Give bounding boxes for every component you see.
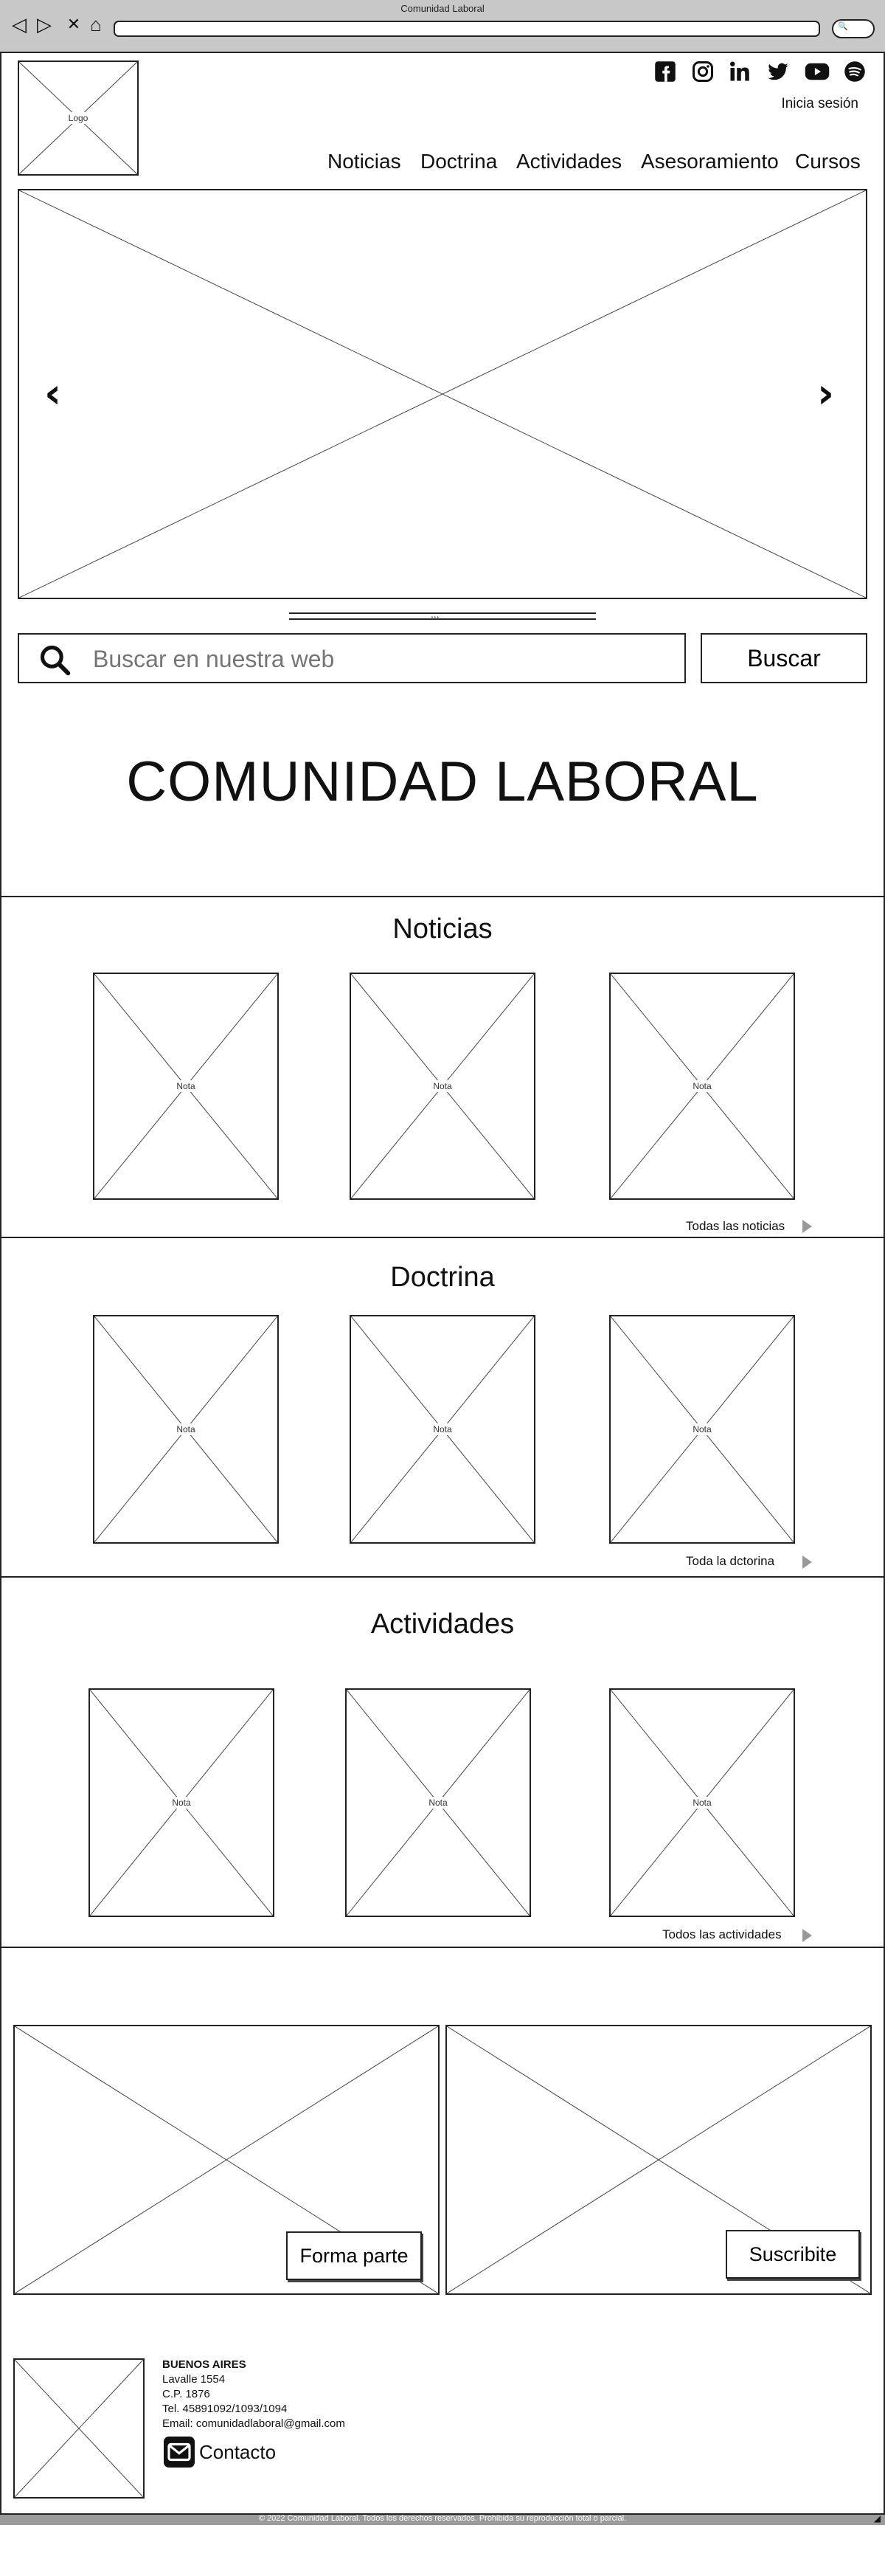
hero-heading: COMUNIDAD LABORAL [126, 750, 759, 813]
search-icon [40, 645, 71, 676]
section-title-doctrina: Doctrina [390, 1262, 495, 1293]
logo-image[interactable]: Logo [18, 61, 139, 176]
browser-search-box[interactable]: 🔍 [832, 19, 875, 38]
card-label: Nota [174, 1080, 198, 1092]
search-icon: 🔍 [838, 22, 848, 31]
forward-icon[interactable]: ▷ [37, 13, 52, 35]
activity-card[interactable]: Nota [345, 1688, 531, 1917]
card-label: Nota [174, 1423, 198, 1435]
section-title-actividades: Actividades [370, 1609, 515, 1640]
home-icon[interactable]: ⌂ [90, 13, 102, 35]
doctrine-card[interactable]: Nota [93, 1315, 279, 1544]
card-label: Nota [690, 1080, 714, 1092]
carousel-next-icon[interactable]: › [817, 370, 835, 418]
youtube-icon[interactable] [804, 61, 830, 83]
section-divider [0, 1576, 885, 1578]
card-label: Nota [170, 1797, 193, 1809]
subscribe-button[interactable]: Suscribite [726, 2230, 860, 2279]
news-card[interactable]: Nota [609, 973, 795, 1200]
doctrine-card[interactable]: Nota [350, 1315, 535, 1544]
site-search-box[interactable] [18, 633, 686, 683]
carousel-scroll-track-lower [289, 618, 596, 620]
see-all-doctrina-link[interactable]: Toda la dctorina [686, 1554, 775, 1568]
doctrine-card[interactable]: Nota [609, 1315, 795, 1544]
footer-phone: Tel. 45891092/1093/1094 [162, 2403, 288, 2415]
carousel-prev-icon[interactable]: ‹ [44, 370, 62, 418]
menu-item-doctrina[interactable]: Doctrina [420, 150, 498, 173]
section-divider [0, 1237, 885, 1238]
menu-item-asesoramiento[interactable]: Asesoramiento [641, 150, 779, 173]
arrow-right-icon[interactable] [802, 1220, 812, 1233]
carousel-dots[interactable]: ... [431, 608, 440, 620]
twitter-icon[interactable] [767, 61, 789, 83]
menu-item-actividades[interactable]: Actividades [516, 150, 622, 173]
section-divider [0, 1947, 885, 1948]
envelope-icon[interactable] [164, 2437, 195, 2468]
see-all-noticias-link[interactable]: Todas las noticias [686, 1219, 785, 1233]
card-label: Nota [426, 1797, 450, 1809]
footer-address: Lavalle 1554 [162, 2373, 226, 2386]
back-icon[interactable]: ◁ [12, 13, 27, 35]
facebook-icon[interactable] [654, 61, 676, 83]
footer-logo-image [13, 2358, 145, 2499]
card-label: Nota [431, 1080, 454, 1092]
contact-link[interactable]: Contacto [199, 2441, 277, 2463]
footer-email[interactable]: Email: comunidadlaboral@gmail.com [162, 2417, 345, 2430]
login-link[interactable]: Inicia sesión [781, 96, 858, 111]
resize-grip-icon[interactable]: ◢ [873, 2513, 881, 2524]
card-label: Nota [690, 1423, 714, 1435]
news-card[interactable]: Nota [93, 973, 279, 1200]
card-label: Nota [690, 1797, 714, 1809]
address-bar[interactable] [114, 21, 820, 37]
stop-icon[interactable]: ✕ [66, 15, 81, 33]
menu-item-cursos[interactable]: Cursos [795, 150, 861, 173]
search-input[interactable] [93, 645, 668, 673]
spotify-icon[interactable] [844, 61, 866, 83]
arrow-right-icon[interactable] [802, 1555, 812, 1569]
card-label: Nota [431, 1423, 454, 1435]
menu-item-noticias[interactable]: Noticias [327, 150, 401, 173]
window-title: Comunidad Laboral [400, 3, 485, 14]
section-title-noticias: Noticias [392, 914, 493, 945]
activity-card[interactable]: Nota [609, 1688, 795, 1917]
status-bar [0, 2513, 885, 2525]
instagram-icon[interactable] [692, 61, 714, 83]
carousel-image[interactable] [18, 189, 867, 599]
activity-card[interactable]: Nota [88, 1688, 274, 1917]
carousel-scroll-track[interactable] [289, 612, 596, 614]
footer-postal-code: C.P. 1876 [162, 2388, 210, 2400]
section-divider [0, 896, 885, 897]
search-button[interactable]: Buscar [701, 633, 867, 683]
see-all-actividades-link[interactable]: Todos las actividades [662, 1927, 782, 1941]
arrow-right-icon[interactable] [802, 1929, 812, 1942]
logo-label: Logo [66, 112, 91, 124]
copyright-text: © 2022 Comunidad Laboral. Todos los dere… [258, 2514, 627, 2523]
linkedin-icon[interactable] [729, 61, 751, 83]
news-card[interactable]: Nota [350, 973, 535, 1200]
join-button[interactable]: Forma parte [286, 2231, 422, 2280]
footer-city: BUENOS AIRES [162, 2358, 246, 2371]
